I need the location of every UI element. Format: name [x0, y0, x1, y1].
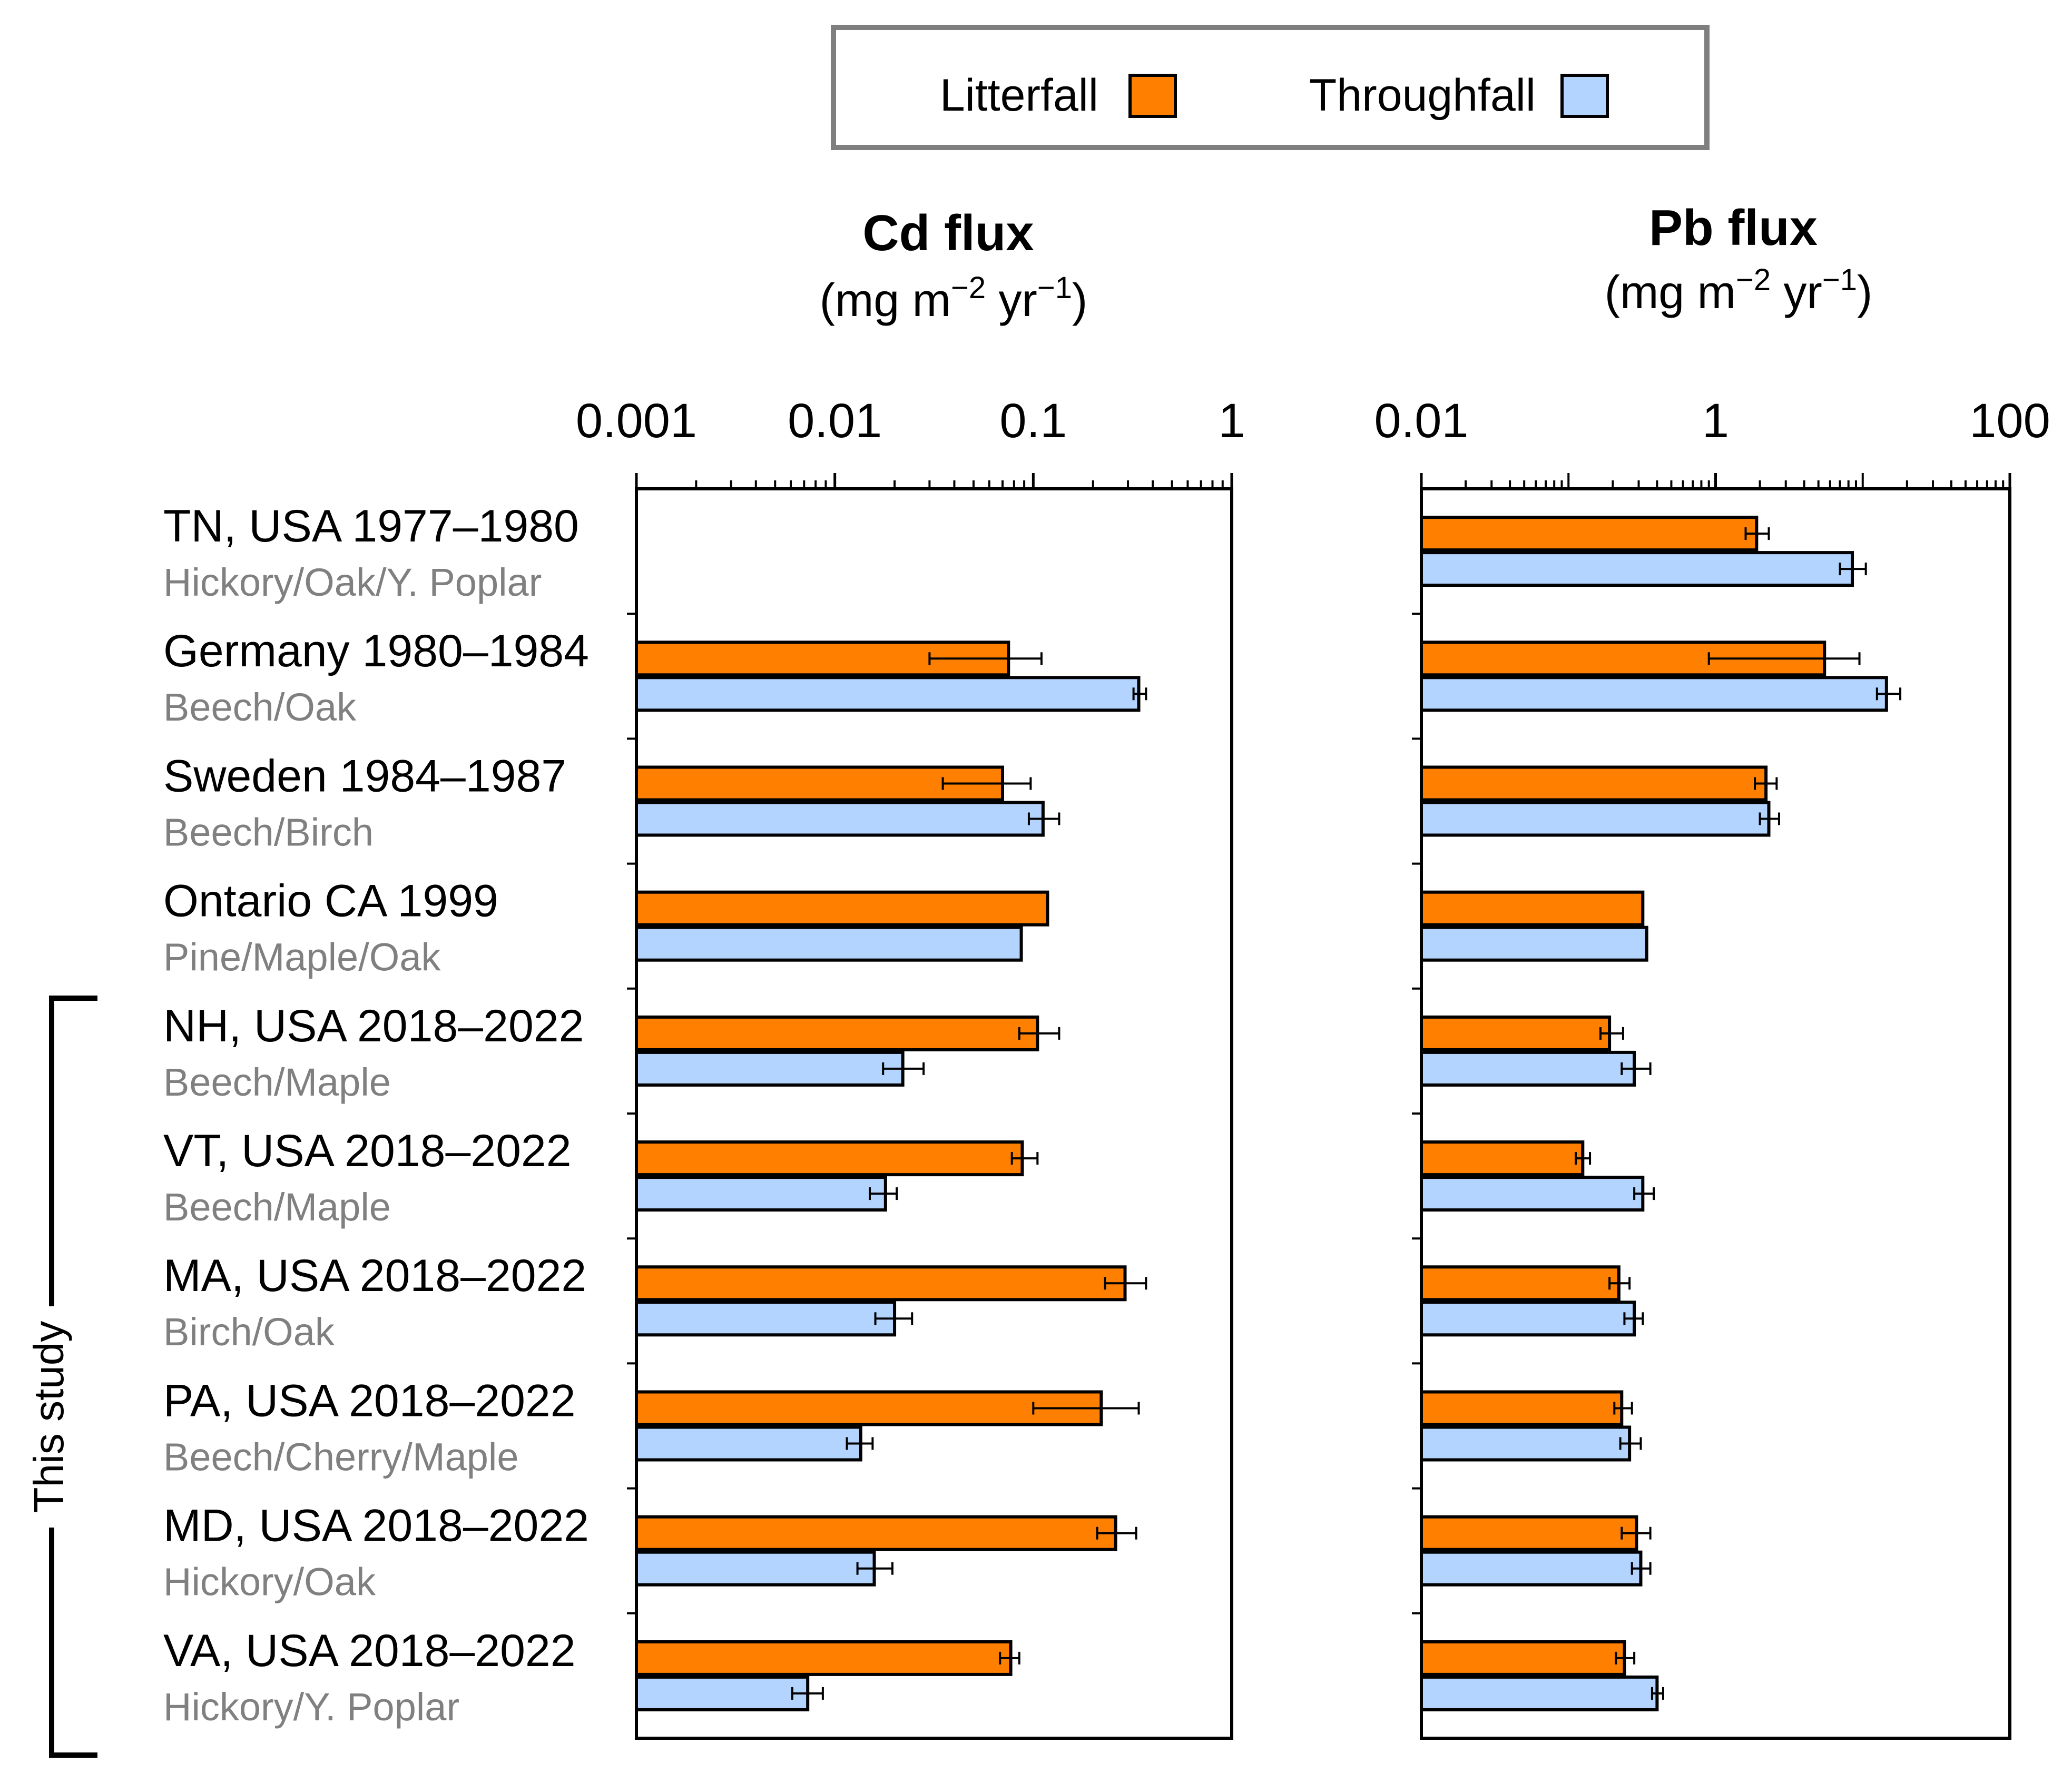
category-label-nh-usa-2018-2022: NH, USA 2018–2022 Beech/Maple	[163, 1001, 584, 1104]
pb-flux-tick-label: 100	[1969, 394, 2050, 448]
cd-flux-panel: 0.001 0.01 0.1 1	[576, 394, 1245, 1740]
legend-label-litterfall: Litterfall	[940, 70, 1098, 121]
cd-flux-bar-throughfall-pa-usa-2018-2022	[635, 1425, 862, 1462]
pb-flux-tick-label: 1	[1702, 394, 1729, 448]
category-label-sweden-1984-1987: Sweden 1984–1987 Beech/Birch	[163, 751, 566, 854]
cd-units: (mg m−2 yr−1)	[820, 271, 1088, 326]
pb-title: Pb flux	[1649, 200, 1818, 256]
cd-flux-bar-litterfall-pa-usa-2018-2022	[635, 1390, 1103, 1426]
pb-flux-bar-litterfall-md-usa-2018-2022	[1420, 1515, 1638, 1551]
pb-flux-bar-throughfall-md-usa-2018-2022	[1420, 1550, 1643, 1587]
pb-flux-bar-throughfall-va-usa-2018-2022	[1420, 1675, 1659, 1711]
bracket-label: This study	[25, 1321, 72, 1513]
cd-flux-bar-throughfall-nh-usa-2018-2022	[635, 1050, 905, 1087]
pb-panel-title: Pb flux (mg m−2 yr−1)	[1605, 200, 1873, 318]
species-name: Beech/Maple	[163, 1060, 391, 1104]
cd-flux-tick-label: 0.01	[788, 394, 882, 448]
cd-flux-bar-throughfall-va-usa-2018-2022	[635, 1675, 810, 1711]
species-name: Birch/Oak	[163, 1310, 335, 1354]
legend-swatch-litterfall	[1128, 74, 1177, 118]
species-name: Hickory/Y. Poplar	[163, 1685, 459, 1729]
category-label-vt-usa-2018-2022: VT, USA 2018–2022 Beech/Maple	[163, 1126, 572, 1229]
species-name: Hickory/Oak	[163, 1560, 376, 1604]
cd-flux-bar-throughfall-ontario-ca-1999	[635, 925, 1023, 962]
cd-flux-bar-throughfall-md-usa-2018-2022	[635, 1550, 876, 1587]
legend-frame	[831, 25, 1710, 150]
pb-flux-bar-litterfall-tn-usa-1977-1980	[1420, 516, 1759, 552]
category-labels: TN, USA 1977–1980 Hickory/Oak/Y. Poplar Ge…	[163, 501, 589, 1729]
this-study-bracket: This study	[25, 996, 97, 1758]
site-name: MD, USA 2018–2022	[163, 1501, 589, 1551]
site-name: Ontario CA 1999	[163, 876, 498, 927]
category-label-ontario-ca-1999: Ontario CA 1999 Pine/Maple/Oak	[163, 876, 498, 979]
pb-flux-tick-label: 0.01	[1374, 394, 1468, 448]
pb-flux-bar-throughfall-nh-usa-2018-2022	[1420, 1050, 1636, 1087]
site-name: VA, USA 2018–2022	[163, 1626, 576, 1676]
pb-flux-bar-throughfall-sweden-1984-1987	[1420, 801, 1771, 837]
site-name: MA, USA 2018–2022	[163, 1250, 586, 1301]
legend-swatch-throughfall	[1560, 74, 1609, 118]
species-name: Hickory/Oak/Y. Poplar	[163, 560, 542, 604]
pb-flux-bar-litterfall-va-usa-2018-2022	[1420, 1640, 1626, 1676]
site-name: NH, USA 2018–2022	[163, 1001, 584, 1051]
cd-flux-bar-litterfall-md-usa-2018-2022	[635, 1515, 1117, 1551]
pb-flux-bar-throughfall-vt-usa-2018-2022	[1420, 1176, 1645, 1212]
site-name: Germany 1980–1984	[163, 626, 589, 676]
category-label-va-usa-2018-2022: VA, USA 2018–2022 Hickory/Y. Poplar	[163, 1626, 576, 1729]
species-name: Pine/Maple/Oak	[163, 935, 441, 979]
pb-flux-bar-litterfall-sweden-1984-1987	[1420, 765, 1768, 802]
site-name: TN, USA 1977–1980	[163, 501, 579, 551]
category-label-pa-usa-2018-2022: PA, USA 2018–2022 Beech/Cherry/Maple	[163, 1375, 576, 1479]
cd-flux-bar-litterfall-vt-usa-2018-2022	[635, 1140, 1024, 1177]
pb-flux-bar-litterfall-vt-usa-2018-2022	[1420, 1140, 1585, 1177]
panels: 0.001 0.01 0.1 1 0.01 1 100	[576, 394, 2050, 1740]
category-label-md-usa-2018-2022: MD, USA 2018–2022 Hickory/Oak	[163, 1501, 589, 1604]
cd-flux-bar-litterfall-va-usa-2018-2022	[635, 1640, 1013, 1676]
category-label-tn-usa-1977-1980: TN, USA 1977–1980 Hickory/Oak/Y. Poplar	[163, 501, 579, 604]
bracket-line	[49, 996, 97, 1758]
pb-flux-bar-throughfall-pa-usa-2018-2022	[1420, 1425, 1632, 1462]
site-name: Sweden 1984–1987	[163, 751, 566, 801]
cd-flux-tick-label: 0.001	[576, 394, 697, 448]
species-name: Beech/Oak	[163, 685, 357, 729]
pb-flux-panel: 0.01 1 100	[1374, 394, 2050, 1740]
cd-flux-bar-throughfall-germany-1980-1984	[635, 676, 1141, 712]
cd-flux-bar-throughfall-ma-usa-2018-2022	[635, 1301, 897, 1337]
pb-flux-bar-throughfall-germany-1980-1984	[1420, 676, 1888, 712]
site-name: VT, USA 2018–2022	[163, 1126, 572, 1176]
category-label-ma-usa-2018-2022: MA, USA 2018–2022 Birch/Oak	[163, 1250, 586, 1354]
pb-flux-bar-throughfall-ontario-ca-1999	[1420, 925, 1648, 962]
cd-flux-bar-litterfall-ma-usa-2018-2022	[635, 1265, 1127, 1302]
pb-flux-bar-litterfall-pa-usa-2018-2022	[1420, 1390, 1624, 1426]
cd-title: Cd flux	[862, 205, 1034, 261]
legend-label-throughfall: Throughfall	[1309, 70, 1536, 121]
species-name: Beech/Maple	[163, 1185, 391, 1229]
cd-flux-tick-label: 0.1	[999, 394, 1067, 448]
pb-units: (mg m−2 yr−1)	[1605, 263, 1873, 318]
cd-flux-bar-litterfall-ontario-ca-1999	[635, 890, 1049, 927]
legend: Litterfall Throughfall	[831, 25, 1710, 150]
pb-flux-bar-throughfall-tn-usa-1977-1980	[1420, 551, 1854, 587]
species-name: Beech/Birch	[163, 810, 374, 854]
pb-flux-bar-litterfall-nh-usa-2018-2022	[1420, 1015, 1612, 1051]
pb-flux-bar-litterfall-ma-usa-2018-2022	[1420, 1265, 1621, 1302]
category-label-germany-1980-1984: Germany 1980–1984 Beech/Oak	[163, 626, 589, 729]
site-name: PA, USA 2018–2022	[163, 1375, 576, 1426]
cd-flux-bar-litterfall-nh-usa-2018-2022	[635, 1015, 1039, 1051]
pb-flux-bar-litterfall-ontario-ca-1999	[1420, 890, 1645, 927]
cd-flux-bar-throughfall-sweden-1984-1987	[635, 801, 1045, 837]
species-name: Beech/Cherry/Maple	[163, 1435, 519, 1479]
cd-flux-bar-throughfall-vt-usa-2018-2022	[635, 1176, 887, 1212]
cd-panel-title: Cd flux (mg m−2 yr−1)	[820, 205, 1088, 326]
cd-flux-tick-label: 1	[1218, 394, 1245, 448]
pb-flux-bar-throughfall-ma-usa-2018-2022	[1420, 1301, 1636, 1337]
